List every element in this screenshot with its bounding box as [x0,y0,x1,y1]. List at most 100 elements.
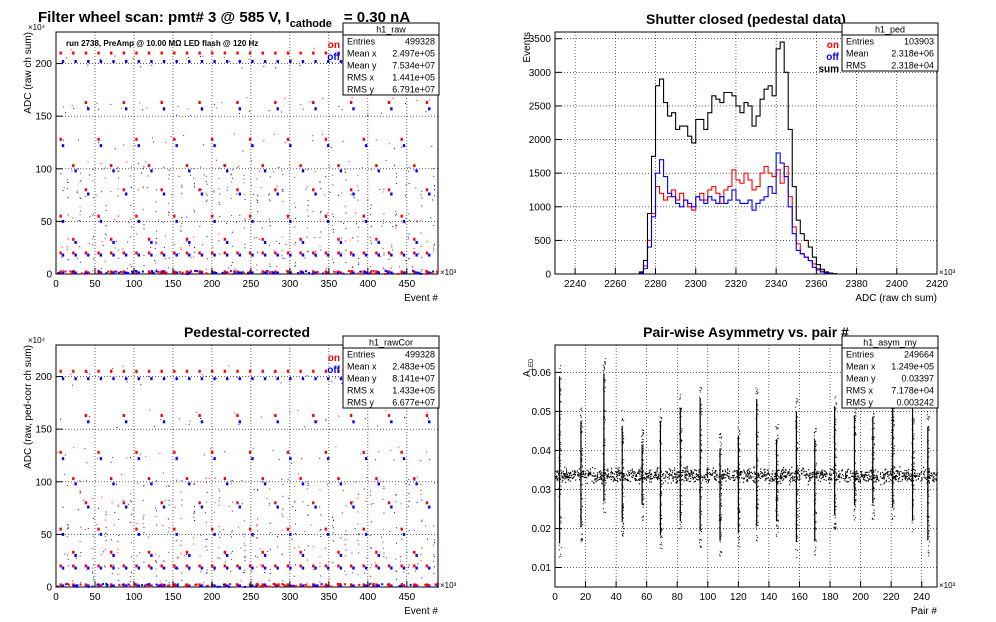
point-baseline [120,270,123,273]
point-on [420,219,422,221]
point-on [92,215,94,217]
point-on [173,51,176,55]
point-asym [914,475,916,477]
point-asym [893,477,895,479]
point-on [130,493,132,495]
point-off [200,107,204,111]
point-off [390,271,393,275]
point-asym-spike [660,490,662,492]
point-off [281,478,283,480]
point-asym [655,474,657,476]
point-asym [740,474,742,476]
point-off [200,571,202,573]
point-baseline [79,583,82,586]
point-asym [576,470,578,472]
point-off [327,377,330,381]
point-on [79,493,81,495]
point-on [337,415,339,417]
point-asym [883,475,885,477]
point-asym [860,471,863,473]
point-asym [616,474,618,476]
point-on [357,199,359,201]
point-asym [697,474,699,477]
point-off [238,424,240,426]
point-off [162,420,166,424]
point-on [407,567,409,569]
point-on [312,501,315,505]
point-off [67,214,69,216]
point-baseline [168,584,171,587]
point-off [61,219,65,223]
point-asym-spike [680,440,682,442]
point-asym [616,473,618,475]
point-asym [587,475,589,477]
point-asym-spike [622,475,624,477]
point-off [231,231,233,233]
point-asym [736,472,738,474]
point-asym [692,471,694,473]
point-off [396,176,398,178]
point-off [364,271,368,275]
point-asym-spike [738,429,740,431]
point-on [167,178,169,180]
point-on [413,169,415,171]
point-on [122,53,124,55]
point-asym-spike [855,492,857,494]
point-asym [686,467,688,469]
point-asym [713,476,715,478]
point-on [362,583,365,587]
point-asym [692,477,695,479]
point-on [400,251,403,255]
x-tick-label: 50 [89,279,101,290]
point-off [74,553,77,557]
point-asym [591,480,593,482]
point-off [248,110,250,112]
point-asym [933,481,935,483]
point-asym [864,474,866,476]
point-asym [846,471,849,473]
point-baseline [187,584,190,587]
point-asym [907,472,910,475]
point-on [159,580,161,582]
point-asym [791,466,793,468]
point-off [99,566,103,570]
point-asym [930,472,933,474]
point-asym [902,475,904,477]
point-on [243,571,245,573]
point-on [218,240,220,242]
point-baseline [339,271,342,274]
point-asym-spike [815,428,817,430]
point-off [433,539,435,541]
point-asym [687,478,689,480]
point-asym-spike [680,478,682,480]
point-baseline [173,583,176,586]
point-asym [910,473,912,475]
point-asym [928,475,930,478]
point-off [429,459,431,461]
point-on [433,245,435,247]
point-asym [612,480,614,482]
point-asym [667,473,670,476]
point-off [193,183,195,185]
point-asym-spike [737,508,739,510]
point-on [84,369,88,373]
point-asym [931,475,933,477]
point-asym [607,474,609,476]
point-asym-spike [815,431,817,433]
point-on [109,564,113,568]
point-off [352,253,355,257]
point-asym-spike [679,523,681,525]
point-on [70,374,72,376]
point-asym-spike [737,537,739,539]
point-asym [705,474,707,476]
point-asym [604,472,606,474]
point-asym [627,480,629,482]
point-off [421,499,423,501]
point-asym [790,472,792,474]
point-on [344,240,346,242]
point-off [213,511,215,513]
point-asym [887,471,889,473]
point-baseline [221,271,224,274]
point-on [433,247,435,249]
point-asym [935,474,937,476]
